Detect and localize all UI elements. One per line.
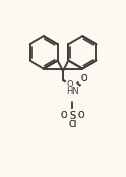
Text: Cl: Cl — [68, 119, 76, 129]
Text: O: O — [61, 111, 68, 120]
Text: Cl: Cl — [68, 119, 76, 129]
Text: O: O — [80, 74, 87, 83]
Text: O: O — [67, 80, 73, 89]
Text: O: O — [80, 74, 87, 83]
Text: S: S — [69, 111, 75, 121]
Text: HN: HN — [66, 87, 79, 96]
Text: S: S — [69, 111, 75, 121]
Text: O: O — [77, 111, 84, 120]
Text: O: O — [77, 111, 84, 120]
Text: O: O — [61, 111, 68, 120]
